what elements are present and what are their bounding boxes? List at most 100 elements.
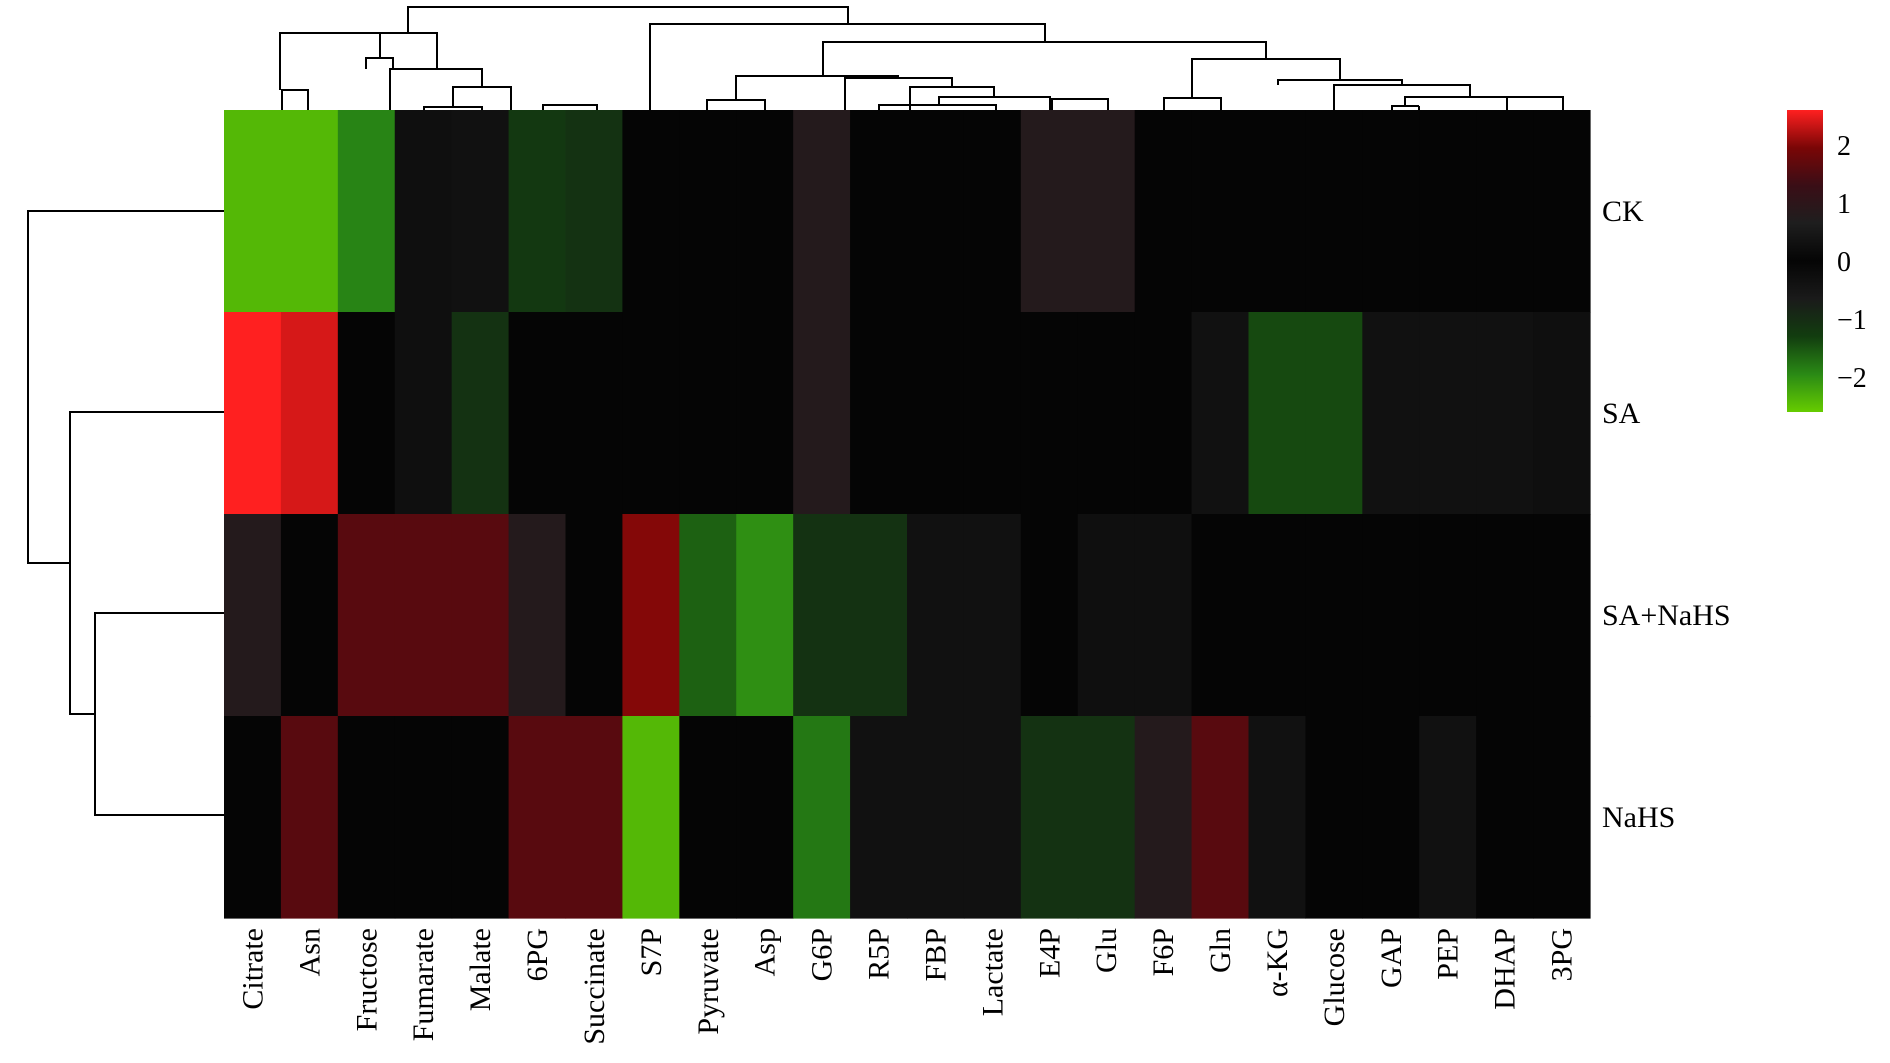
heatmap-cell-sa-nahs-20	[1362, 514, 1420, 717]
heatmap-cell-nahs-0	[224, 716, 282, 919]
heatmap-cell-ck-21	[1419, 110, 1477, 313]
heatmap-cell-nahs-7	[622, 716, 680, 919]
heatmap-cell-sa-9	[736, 312, 794, 515]
heatmap-cell-nahs-18	[1248, 716, 1307, 919]
column-label: α-KG	[1261, 928, 1294, 997]
heatmap-cell-ck-20	[1362, 110, 1420, 313]
heatmap-cell-ck-0	[224, 110, 282, 313]
heatmap-cell-nahs-15	[1077, 716, 1136, 919]
heatmap-cell-nahs-12	[907, 716, 965, 919]
heatmap-cell-ck-19	[1305, 110, 1363, 313]
heatmap-cell-sa-nahs-23	[1533, 514, 1591, 717]
column-label: DHAP	[1489, 928, 1522, 1010]
heatmap-cell-nahs-6	[565, 716, 624, 919]
heatmap-cell-nahs-19	[1305, 716, 1363, 919]
heatmap-cell-sa-nahs-0	[224, 514, 282, 717]
heatmap-cell-nahs-23	[1533, 716, 1591, 919]
column-label: Lactate	[976, 928, 1009, 1016]
heatmap-cell-sa-8	[679, 312, 737, 515]
heatmap-cell-nahs-13	[963, 716, 1022, 919]
column-label: Fructose	[350, 928, 383, 1031]
column-label: Asp	[749, 928, 782, 976]
heatmap-cell-ck-16	[1134, 110, 1193, 313]
heatmap-cell-nahs-3	[394, 716, 453, 919]
heatmap-cell-sa-22	[1476, 312, 1534, 515]
heatmap-cell-ck-3	[394, 110, 453, 313]
heatmap-cell-sa-nahs-19	[1305, 514, 1363, 717]
heatmap-cell-nahs-11	[850, 716, 908, 919]
row-dendrogram	[27, 210, 224, 816]
column-label: Succinate	[578, 928, 611, 1045]
heatmap-cell-ck-9	[736, 110, 794, 313]
column-label: FBP	[920, 928, 953, 981]
heatmap-cell-sa-23	[1533, 312, 1591, 515]
heatmap-cell-sa-nahs-1	[280, 514, 339, 717]
heatmap-cell-sa-18	[1248, 312, 1307, 515]
heatmap-cell-sa-nahs-18	[1248, 514, 1307, 717]
column-label: Fumarate	[407, 928, 440, 1041]
color-scale-bar	[1787, 110, 1823, 412]
row-label: SA	[1602, 397, 1641, 430]
column-label: Gln	[1204, 928, 1237, 973]
heatmap-cell-ck-18	[1248, 110, 1307, 313]
row-label: CK	[1602, 195, 1644, 228]
heatmap-cell-nahs-20	[1362, 716, 1420, 919]
heatmap-cell-nahs-8	[679, 716, 737, 919]
column-label: G6P	[806, 928, 839, 981]
color-scale-legend: 2 1 0 −1 −2	[1787, 110, 1867, 412]
heatmap-cell-sa-nahs-14	[1020, 514, 1079, 717]
heatmap-cell-sa-21	[1419, 312, 1477, 515]
heatmap-cell-sa-nahs-6	[565, 514, 624, 717]
heatmap-cell-sa-12	[907, 312, 965, 515]
heatmap-cell-sa-nahs-16	[1134, 514, 1193, 717]
heatmap-cell-sa-14	[1020, 312, 1079, 515]
heatmap-cell-sa-10	[793, 312, 851, 515]
color-scale-tick-label: 2	[1837, 131, 1851, 162]
heatmap-cell-sa-4	[451, 312, 510, 515]
heatmap-cell-ck-11	[850, 110, 908, 313]
heatmap-cell-sa-15	[1077, 312, 1136, 515]
heatmap-cell-nahs-5	[508, 716, 567, 919]
row-labels: CK SA SA+NaHS NaHS	[1602, 195, 1731, 834]
heatmap-cell-ck-4	[451, 110, 510, 313]
heatmap-cell-ck-6	[565, 110, 624, 313]
heatmap-cell-sa-2	[337, 312, 396, 515]
column-label: GAP	[1375, 928, 1408, 988]
heatmap-cell-sa-nahs-5	[508, 514, 567, 717]
column-label: Citrate	[237, 928, 270, 1010]
column-label: F6P	[1147, 928, 1180, 976]
heatmap-cell-ck-22	[1476, 110, 1534, 313]
heatmap-cell-ck-1	[280, 110, 339, 313]
heatmap-cell-nahs-10	[793, 716, 851, 919]
heatmap-cell-sa-1	[280, 312, 339, 515]
column-label: E4P	[1033, 928, 1066, 978]
heatmap-cell-nahs-17	[1191, 716, 1250, 919]
heatmap-cell-ck-13	[963, 110, 1022, 313]
color-scale-tick-label: 0	[1837, 247, 1851, 278]
heatmap-cell-sa-3	[394, 312, 453, 515]
heatmap-cell-sa-19	[1305, 312, 1363, 515]
heatmap-cell-sa-nahs-13	[963, 514, 1022, 717]
heatmap-cell-nahs-16	[1134, 716, 1193, 919]
column-labels: Citrate Asn Fructose Fumarate Malate 6PG Succi…	[237, 928, 1579, 1045]
column-label: Pyruvate	[692, 928, 725, 1035]
heatmap-cell-ck-14	[1020, 110, 1079, 313]
column-label: S7P	[635, 928, 668, 976]
heatmap-cell-ck-8	[679, 110, 737, 313]
column-label: PEP	[1432, 928, 1465, 980]
heatmap-cell-sa-11	[850, 312, 908, 515]
row-label: NaHS	[1602, 801, 1675, 834]
heatmap-cell-ck-7	[622, 110, 680, 313]
heatmap-cell-sa-16	[1134, 312, 1193, 515]
heatmap-cell-sa-7	[622, 312, 680, 515]
heatmap-cell-ck-10	[793, 110, 851, 313]
heatmap-cell-sa-0	[224, 312, 282, 515]
heatmap-cell-sa-nahs-17	[1191, 514, 1250, 717]
heatmap-cell-ck-17	[1191, 110, 1250, 313]
heatmap-cell-sa-6	[565, 312, 624, 515]
heatmap-cell-sa-nahs-22	[1476, 514, 1534, 717]
column-label: Asn	[293, 928, 326, 976]
heatmap-cell-sa-nahs-3	[394, 514, 453, 717]
